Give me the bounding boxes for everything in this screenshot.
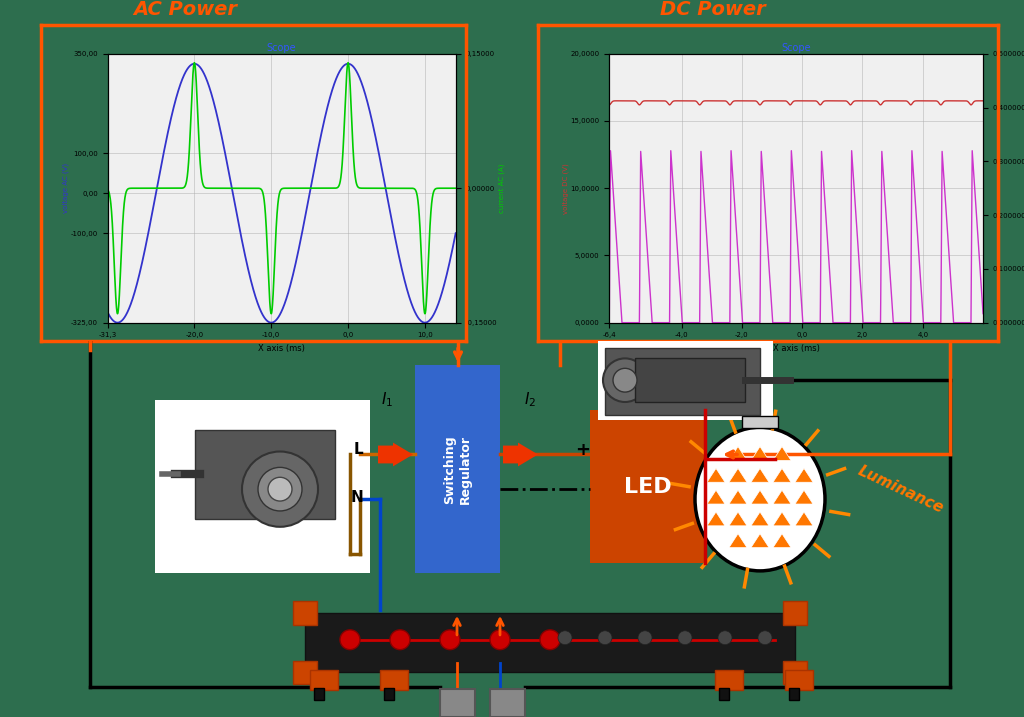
Bar [783, 660, 807, 684]
Bar [415, 366, 500, 574]
Polygon shape [707, 468, 725, 483]
Bar [310, 670, 338, 690]
Polygon shape [729, 512, 746, 526]
Y-axis label: current AC (A): current AC (A) [499, 163, 505, 213]
X-axis label: X axis (ms): X axis (ms) [258, 344, 305, 353]
Circle shape [598, 631, 612, 645]
Polygon shape [751, 468, 769, 483]
Circle shape [638, 631, 652, 645]
Polygon shape [795, 490, 813, 504]
Bar [785, 670, 813, 690]
Text: DC Power: DC Power [660, 1, 766, 19]
Title: Scope: Scope [781, 43, 811, 53]
FancyArrow shape [503, 442, 538, 466]
Polygon shape [729, 468, 746, 483]
Polygon shape [751, 533, 769, 548]
Circle shape [558, 631, 572, 645]
Polygon shape [729, 490, 746, 504]
Circle shape [390, 630, 410, 650]
Bar [598, 341, 773, 420]
Circle shape [678, 631, 692, 645]
Polygon shape [795, 468, 813, 483]
Circle shape [490, 630, 510, 650]
X-axis label: X axis (ms): X axis (ms) [773, 344, 819, 353]
Circle shape [258, 467, 302, 511]
Bar [293, 601, 317, 625]
Bar [742, 416, 778, 428]
Polygon shape [751, 490, 769, 504]
Circle shape [440, 630, 460, 650]
Circle shape [340, 630, 360, 650]
Polygon shape [773, 490, 791, 504]
Y-axis label: voltage AC (V): voltage AC (V) [62, 163, 70, 213]
Text: N: N [350, 490, 362, 505]
Bar [719, 688, 729, 701]
Polygon shape [773, 533, 791, 548]
Circle shape [718, 631, 732, 645]
Polygon shape [751, 512, 769, 526]
Y-axis label: voltage DC (V): voltage DC (V) [562, 163, 569, 214]
Bar [305, 613, 795, 673]
Polygon shape [773, 447, 791, 460]
Bar [783, 601, 807, 625]
Text: +: + [575, 440, 591, 459]
Bar [635, 358, 745, 402]
FancyArrow shape [378, 442, 413, 466]
Text: $I_2$: $I_2$ [524, 391, 537, 409]
Circle shape [613, 369, 637, 392]
Circle shape [242, 452, 318, 527]
Ellipse shape [695, 427, 825, 571]
Bar [790, 688, 799, 701]
Polygon shape [707, 490, 725, 504]
Bar [314, 688, 324, 701]
Text: AC Power: AC Power [133, 1, 238, 19]
Text: $I_1$: $I_1$ [381, 391, 393, 409]
Circle shape [540, 630, 560, 650]
Polygon shape [773, 468, 791, 483]
Polygon shape [795, 512, 813, 526]
Bar [195, 429, 335, 519]
Title: Scope: Scope [267, 43, 296, 53]
Bar [380, 670, 408, 690]
Polygon shape [751, 447, 769, 460]
Text: Luminance: Luminance [855, 462, 946, 516]
Circle shape [268, 478, 292, 501]
Bar [605, 348, 760, 415]
Bar [155, 400, 370, 574]
Bar [293, 660, 317, 684]
Text: Switching
Regulator: Switching Regulator [443, 435, 471, 504]
Bar [490, 689, 525, 717]
Text: LED: LED [624, 477, 672, 497]
Polygon shape [773, 512, 791, 526]
Polygon shape [729, 533, 746, 548]
Bar [384, 688, 394, 701]
Text: L: L [353, 442, 362, 457]
Circle shape [603, 358, 647, 402]
Polygon shape [729, 447, 746, 460]
Circle shape [758, 631, 772, 645]
Bar [715, 670, 743, 690]
Polygon shape [707, 512, 725, 526]
Bar [440, 689, 475, 717]
Bar [590, 410, 705, 564]
